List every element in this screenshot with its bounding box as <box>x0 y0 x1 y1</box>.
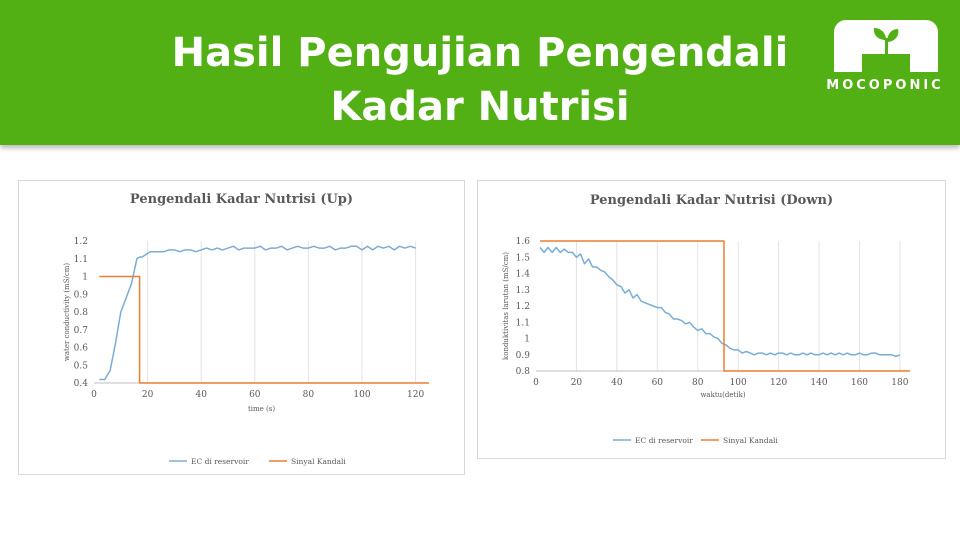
y-axis-label: water conductivity (mS/cm) <box>63 263 71 362</box>
x-tick-label: 140 <box>810 378 827 388</box>
chart-down: Pengendali Kadar Nutrisi (Down) 0 20 40 60 80… <box>502 193 910 445</box>
y-tick-label: 1.1 <box>516 318 530 328</box>
x-axis-label: waktu(detik) <box>700 391 745 399</box>
x-tick-label: 120 <box>407 390 424 400</box>
y-tick-label: 1.1 <box>74 255 88 265</box>
sprout-icon <box>834 20 938 72</box>
y-tick-label: 0.9 <box>74 290 89 300</box>
x-tick-label: 60 <box>652 378 664 388</box>
x-tick-label: 40 <box>611 378 623 388</box>
y-tick-label: 1.2 <box>74 237 88 247</box>
legend-entry-1: Sinyal Kandali <box>723 436 778 445</box>
x-tick-label: 100 <box>353 390 370 400</box>
y-tick-label: 1.2 <box>516 302 530 312</box>
x-tick-label: 0 <box>91 390 97 400</box>
series-line-0 <box>539 246 901 358</box>
x-tick-label: 120 <box>770 378 787 388</box>
page-title-line-2: Kadar Nutrisi <box>330 84 630 130</box>
x-tick-label: 80 <box>303 390 315 400</box>
legend-entry-0: EC di reservoir <box>191 457 249 466</box>
x-tick-label: 160 <box>851 378 868 388</box>
y-tick-label: 0.8 <box>516 367 531 377</box>
legend-entry-1: Sinyal Kandali <box>291 457 346 466</box>
chart-down-panel: Pengendali Kadar Nutrisi (Down) 0 20 40 60 80… <box>477 180 946 459</box>
page-title-line-1: Hasil Pengujian Pengendali <box>171 30 789 76</box>
header-bar: Hasil Pengujian Pengendali Kadar Nutrisi… <box>0 0 960 145</box>
y-tick-label: 0.9 <box>516 351 531 361</box>
series-line-0 <box>99 245 416 381</box>
x-tick-label: 0 <box>533 378 539 388</box>
y-tick-label: 1.6 <box>516 237 531 247</box>
chart-up-panel: Pengendali Kadar Nutrisi (Up) 0 20 40 60 80 10… <box>18 180 465 475</box>
x-tick-label: 80 <box>692 378 704 388</box>
x-tick-label: 40 <box>195 390 207 400</box>
y-tick-label: 0.4 <box>74 379 89 389</box>
x-tick-label: 180 <box>891 378 908 388</box>
y-tick-label: 1.4 <box>516 270 531 280</box>
y-tick-label: 0.7 <box>74 326 89 336</box>
chart-title: Pengendali Kadar Nutrisi (Up) <box>130 192 353 207</box>
series-line-1 <box>540 240 910 372</box>
chart-up: Pengendali Kadar Nutrisi (Up)0 20 40 60 80 10… <box>63 192 429 466</box>
x-tick-label: 20 <box>142 390 154 400</box>
x-tick-label: 60 <box>249 390 261 400</box>
mocoponic-logo: MOCOPONIC <box>820 18 950 100</box>
y-tick-label: 1 <box>82 273 88 283</box>
y-tick-label: 1.3 <box>516 286 531 296</box>
legend-entry-0: EC di reservoir <box>635 436 693 445</box>
y-tick-label: 0.5 <box>74 361 89 371</box>
y-axis-label: konduktivitas larutan (mS/cm) <box>502 252 510 360</box>
chart-title: Pengendali Kadar Nutrisi (Down) <box>590 193 833 208</box>
y-tick-label: 1.5 <box>516 253 531 263</box>
y-tick-label: 1 <box>524 335 530 345</box>
y-tick-label: 0.6 <box>74 344 89 354</box>
y-tick-label: 0.8 <box>74 308 89 318</box>
series-line-1 <box>99 275 429 384</box>
page-title: Hasil Pengujian Pengendali Kadar Nutrisi <box>100 26 860 134</box>
x-tick-label: 20 <box>571 378 583 388</box>
logo-text: MOCOPONIC <box>826 78 944 93</box>
x-tick-label: 100 <box>730 378 747 388</box>
x-axis-label: time (s) <box>248 405 275 413</box>
